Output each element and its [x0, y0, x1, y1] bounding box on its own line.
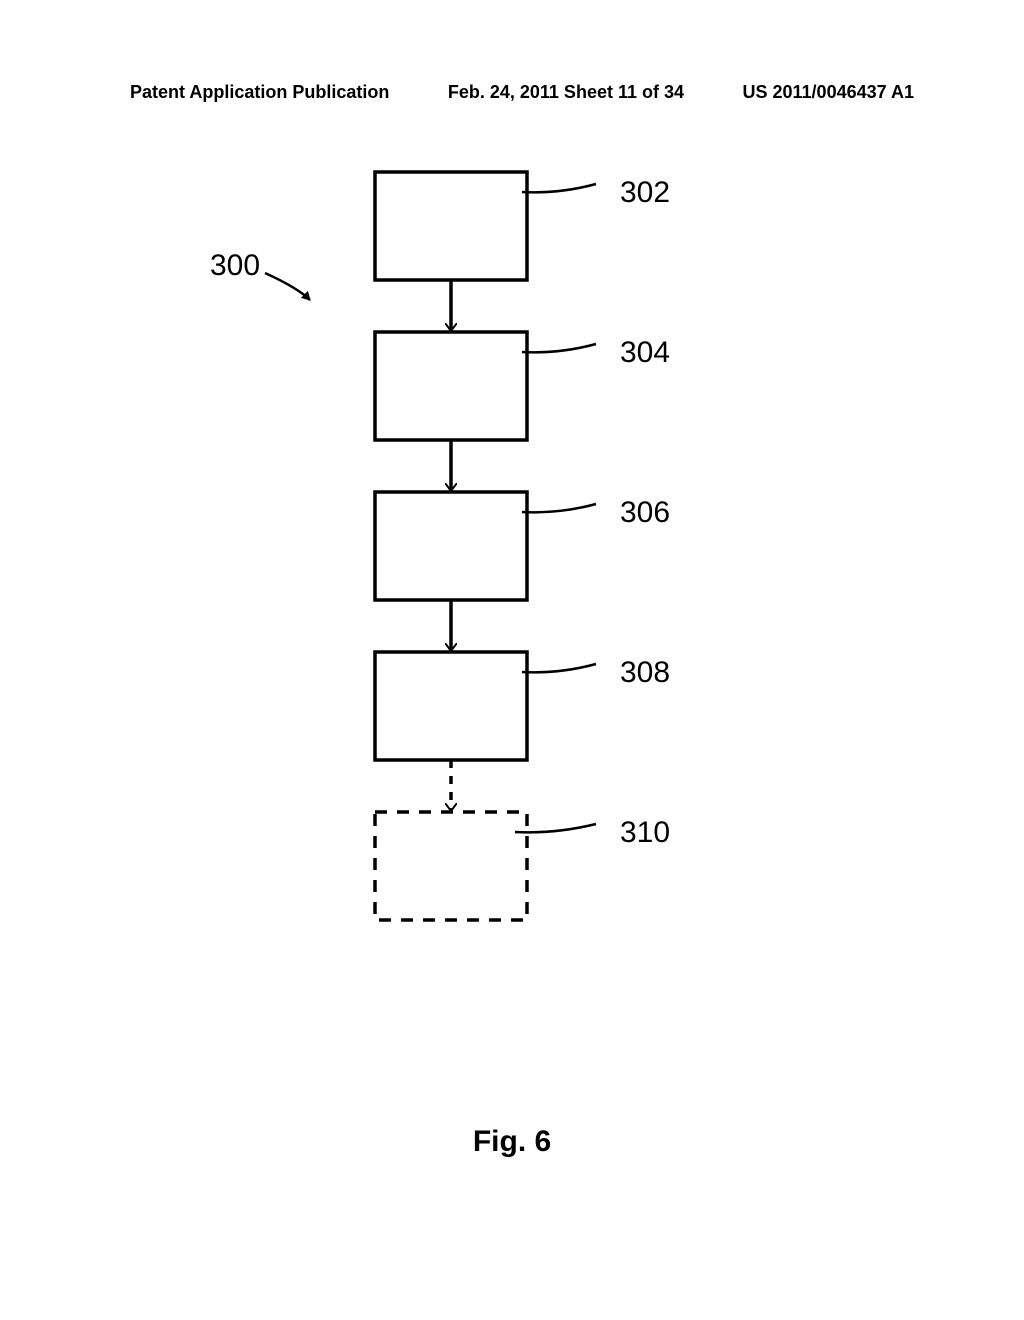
- leader-line: [522, 504, 596, 512]
- flowchart-box-304: [375, 332, 527, 440]
- box-label-304: 304: [620, 336, 670, 369]
- flowchart-box-306: [375, 492, 527, 600]
- flowchart-diagram: 302 304 306 308 310 300: [0, 160, 1024, 1060]
- flowchart-box-308: [375, 652, 527, 760]
- leader-line: [522, 664, 596, 672]
- leader-line: [522, 344, 596, 352]
- page-header: Patent Application Publication Feb. 24, …: [0, 82, 1024, 103]
- header-center: Feb. 24, 2011 Sheet 11 of 34: [448, 82, 684, 103]
- box-label-302: 302: [620, 176, 670, 209]
- header-left: Patent Application Publication: [130, 82, 389, 103]
- box-label-306: 306: [620, 496, 670, 529]
- figure-caption: Fig. 6: [0, 1125, 1024, 1159]
- header-right: US 2011/0046437 A1: [743, 82, 914, 103]
- box-label-310: 310: [620, 816, 670, 849]
- overall-reference-label: 300: [210, 249, 260, 282]
- flowchart-box-302: [375, 172, 527, 280]
- box-label-308: 308: [620, 656, 670, 689]
- flowchart-box-310: [375, 812, 527, 920]
- leader-line: [522, 184, 596, 192]
- overall-reference-arrow: [265, 273, 310, 300]
